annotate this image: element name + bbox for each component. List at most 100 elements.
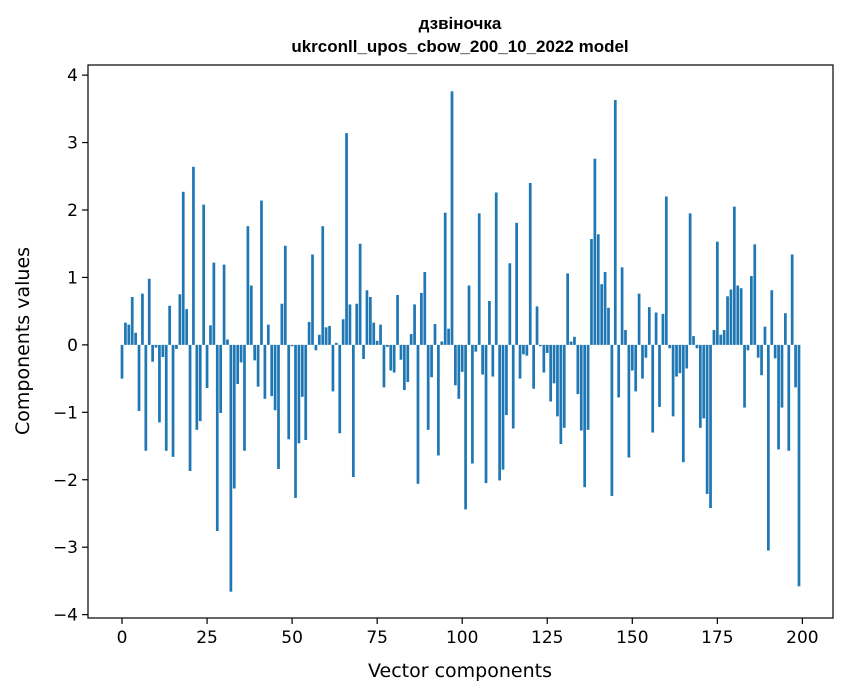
- x-axis-label: Vector components: [368, 660, 552, 682]
- bar-97: [450, 91, 454, 345]
- bar-28: [215, 344, 219, 532]
- bar-179: [729, 289, 733, 345]
- bar-99: [457, 344, 461, 399]
- bar-89: [423, 272, 427, 345]
- y-tick-label: 2: [67, 201, 78, 221]
- bar-87: [416, 344, 420, 484]
- bar-128: [556, 344, 559, 417]
- bar-123: [539, 344, 542, 347]
- bar-148: [624, 330, 627, 345]
- bar-49: [287, 344, 291, 440]
- bar-32: [229, 344, 233, 592]
- bar-164: [678, 344, 682, 374]
- bar-104: [474, 344, 478, 352]
- bar-109: [491, 344, 495, 377]
- bar-37: [246, 226, 250, 345]
- bar-4: [134, 332, 137, 345]
- bar-62: [331, 344, 335, 392]
- bar-59: [321, 226, 325, 345]
- bar-73: [368, 296, 372, 345]
- bar-172: [705, 344, 709, 494]
- bar-150: [630, 344, 634, 371]
- bar-92: [433, 323, 437, 345]
- bar-132: [569, 341, 573, 345]
- bar-17: [178, 294, 182, 345]
- bar-163: [675, 344, 678, 377]
- bar-83: [403, 344, 406, 391]
- bar-103: [471, 344, 474, 464]
- bar-111: [498, 344, 501, 481]
- bar-126: [549, 344, 553, 402]
- bar-184: [746, 344, 750, 351]
- bar-71: [362, 344, 365, 360]
- bar-133: [573, 336, 576, 345]
- bar-138: [590, 238, 593, 345]
- bar-141: [600, 284, 604, 345]
- y-tick-label: 1: [67, 268, 78, 288]
- bar-177: [722, 330, 726, 345]
- x-tick-label: 50: [281, 628, 303, 648]
- bar-23: [198, 344, 202, 422]
- bar-157: [654, 312, 658, 345]
- bar-120: [528, 183, 532, 345]
- bar-165: [681, 344, 685, 463]
- bar-11: [158, 344, 161, 423]
- bar-82: [399, 344, 403, 360]
- bar-108: [488, 301, 491, 345]
- bar-12: [161, 344, 165, 358]
- bar-144: [610, 344, 614, 496]
- bar-69: [355, 303, 359, 345]
- bar-156: [651, 344, 655, 433]
- bar-20: [188, 344, 192, 471]
- bar-63: [334, 342, 338, 345]
- bar-98: [454, 344, 457, 386]
- bar-130: [562, 344, 566, 428]
- bar-58: [317, 334, 321, 345]
- bar-197: [790, 254, 794, 345]
- bar-33: [232, 344, 236, 489]
- bar-153: [641, 344, 644, 379]
- x-tick-label: 75: [366, 628, 388, 648]
- y-axis-label: Components values: [12, 247, 34, 435]
- bar-66: [345, 133, 348, 345]
- bar-198: [794, 344, 797, 388]
- bar-136: [583, 344, 587, 488]
- bar-44: [270, 344, 274, 397]
- bar-113: [505, 344, 508, 416]
- bar-170: [698, 344, 702, 428]
- bar-182: [739, 288, 743, 345]
- bar-22: [195, 344, 199, 430]
- bar-65: [341, 319, 345, 345]
- bar-187: [756, 344, 760, 358]
- x-tick-label: 0: [117, 628, 128, 648]
- bar-30: [222, 264, 226, 345]
- bar-140: [596, 234, 600, 345]
- bar-124: [542, 344, 546, 373]
- bar-47: [280, 303, 284, 345]
- bar-158: [658, 344, 661, 407]
- bar-191: [770, 290, 774, 345]
- bar-145: [613, 100, 617, 345]
- bar-54: [304, 344, 308, 440]
- bar-137: [586, 344, 590, 430]
- bar-154: [644, 344, 648, 358]
- y-tick-label: −1: [53, 403, 78, 423]
- x-tick-label: 125: [531, 628, 563, 648]
- bar-134: [576, 344, 580, 395]
- bar-34: [236, 344, 240, 384]
- bar-189: [763, 326, 767, 345]
- bar-161: [668, 344, 672, 349]
- bar-61: [328, 325, 331, 345]
- bar-38: [249, 285, 253, 345]
- bar-190: [767, 344, 770, 551]
- bar-185: [749, 276, 753, 345]
- y-tick-label: −3: [53, 538, 78, 558]
- bar-72: [365, 290, 369, 345]
- bar-160: [664, 196, 668, 345]
- bar-122: [535, 306, 539, 345]
- bar-115: [511, 344, 515, 429]
- bar-192: [773, 344, 777, 359]
- bar-142: [603, 272, 607, 345]
- bar-152: [637, 293, 641, 345]
- bar-36: [243, 344, 246, 451]
